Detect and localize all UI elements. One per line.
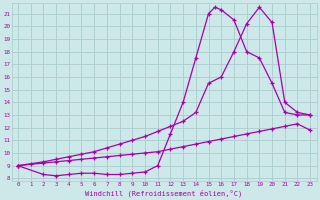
X-axis label: Windchill (Refroidissement éolien,°C): Windchill (Refroidissement éolien,°C) bbox=[85, 189, 243, 197]
